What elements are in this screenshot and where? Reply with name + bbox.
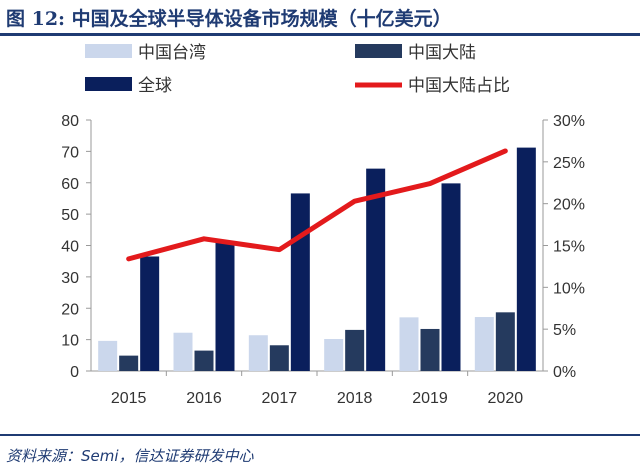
source-note: 资料来源：Semi，信达证券研发中心 xyxy=(6,447,254,465)
y-tick-label: 40 xyxy=(61,239,79,256)
x-tick-label: 2018 xyxy=(337,390,373,407)
line-series-中国大陆占比 xyxy=(126,148,508,262)
y2-tick-label: 15% xyxy=(553,239,585,256)
y-tick-label: 70 xyxy=(61,144,79,161)
title-bar: 图 12: 中国及全球半导体设备市场规模（十亿美元） xyxy=(0,0,640,36)
legend-swatch-中国大陆 xyxy=(355,44,402,58)
bar-中国大陆-2017 xyxy=(269,345,289,371)
y2-tick-label: 25% xyxy=(553,155,585,172)
bar-全球-2018 xyxy=(366,168,386,371)
x-tick-label: 2019 xyxy=(412,390,448,407)
chart-title: 图 12: 中国及全球半导体设备市场规模（十亿美元） xyxy=(6,8,452,30)
y2-tick-label: 10% xyxy=(553,280,585,297)
y-tick-label: 30 xyxy=(61,270,79,287)
legend-label: 中国大陆占比 xyxy=(408,76,510,96)
chart: 0 10 20 30 40 50 60 70 80 0% 5% 10% 15% 20% 25% 30% 2015… xyxy=(61,43,585,407)
y-tick-label: 10 xyxy=(61,333,79,350)
source-bar: 资料来源：Semi，信达证券研发中心 xyxy=(0,434,640,471)
bar-中国台湾-2016 xyxy=(173,332,193,371)
x-tick-label: 2015 xyxy=(111,390,147,407)
legend-swatch-全球 xyxy=(85,77,132,91)
bar-中国台湾-2018 xyxy=(324,338,344,371)
bar-中国大陆-2015 xyxy=(119,355,139,371)
bar-中国大陆-2018 xyxy=(345,329,365,371)
y-tick-label: 60 xyxy=(61,176,79,193)
legend-label: 中国大陆 xyxy=(408,43,476,63)
x-tick-label: 2017 xyxy=(262,390,298,407)
y2-tick-label: 20% xyxy=(553,197,585,214)
legend-label: 中国台湾 xyxy=(138,43,206,63)
bar-全球-2020 xyxy=(516,147,536,371)
y2-tick-label: 5% xyxy=(553,322,576,339)
bar-中国大陆-2020 xyxy=(495,312,515,371)
y-tick-label: 0 xyxy=(70,364,79,381)
bar-全球-2017 xyxy=(290,193,310,371)
bar-中国台湾-2020 xyxy=(474,317,494,371)
bar-中国台湾-2015 xyxy=(98,340,118,371)
bar-全球-2019 xyxy=(441,183,461,371)
bar-全球-2016 xyxy=(215,241,235,371)
y-tick-label: 20 xyxy=(61,301,79,318)
legend-swatch-中国台湾 xyxy=(85,44,132,58)
y-tick-label: 50 xyxy=(61,207,79,224)
bar-中国大陆-2019 xyxy=(420,328,440,371)
legend-label: 全球 xyxy=(138,76,172,96)
bar-中国台湾-2019 xyxy=(399,317,419,371)
y2-tick-label: 30% xyxy=(553,113,585,130)
y2-tick-label: 0% xyxy=(553,364,576,381)
x-tick-label: 2016 xyxy=(186,390,222,407)
bar-中国台湾-2017 xyxy=(248,335,268,371)
y-tick-label: 80 xyxy=(61,113,79,130)
x-tick-label: 2020 xyxy=(488,390,524,407)
bar-全球-2015 xyxy=(140,256,160,371)
bar-中国大陆-2016 xyxy=(194,350,214,371)
